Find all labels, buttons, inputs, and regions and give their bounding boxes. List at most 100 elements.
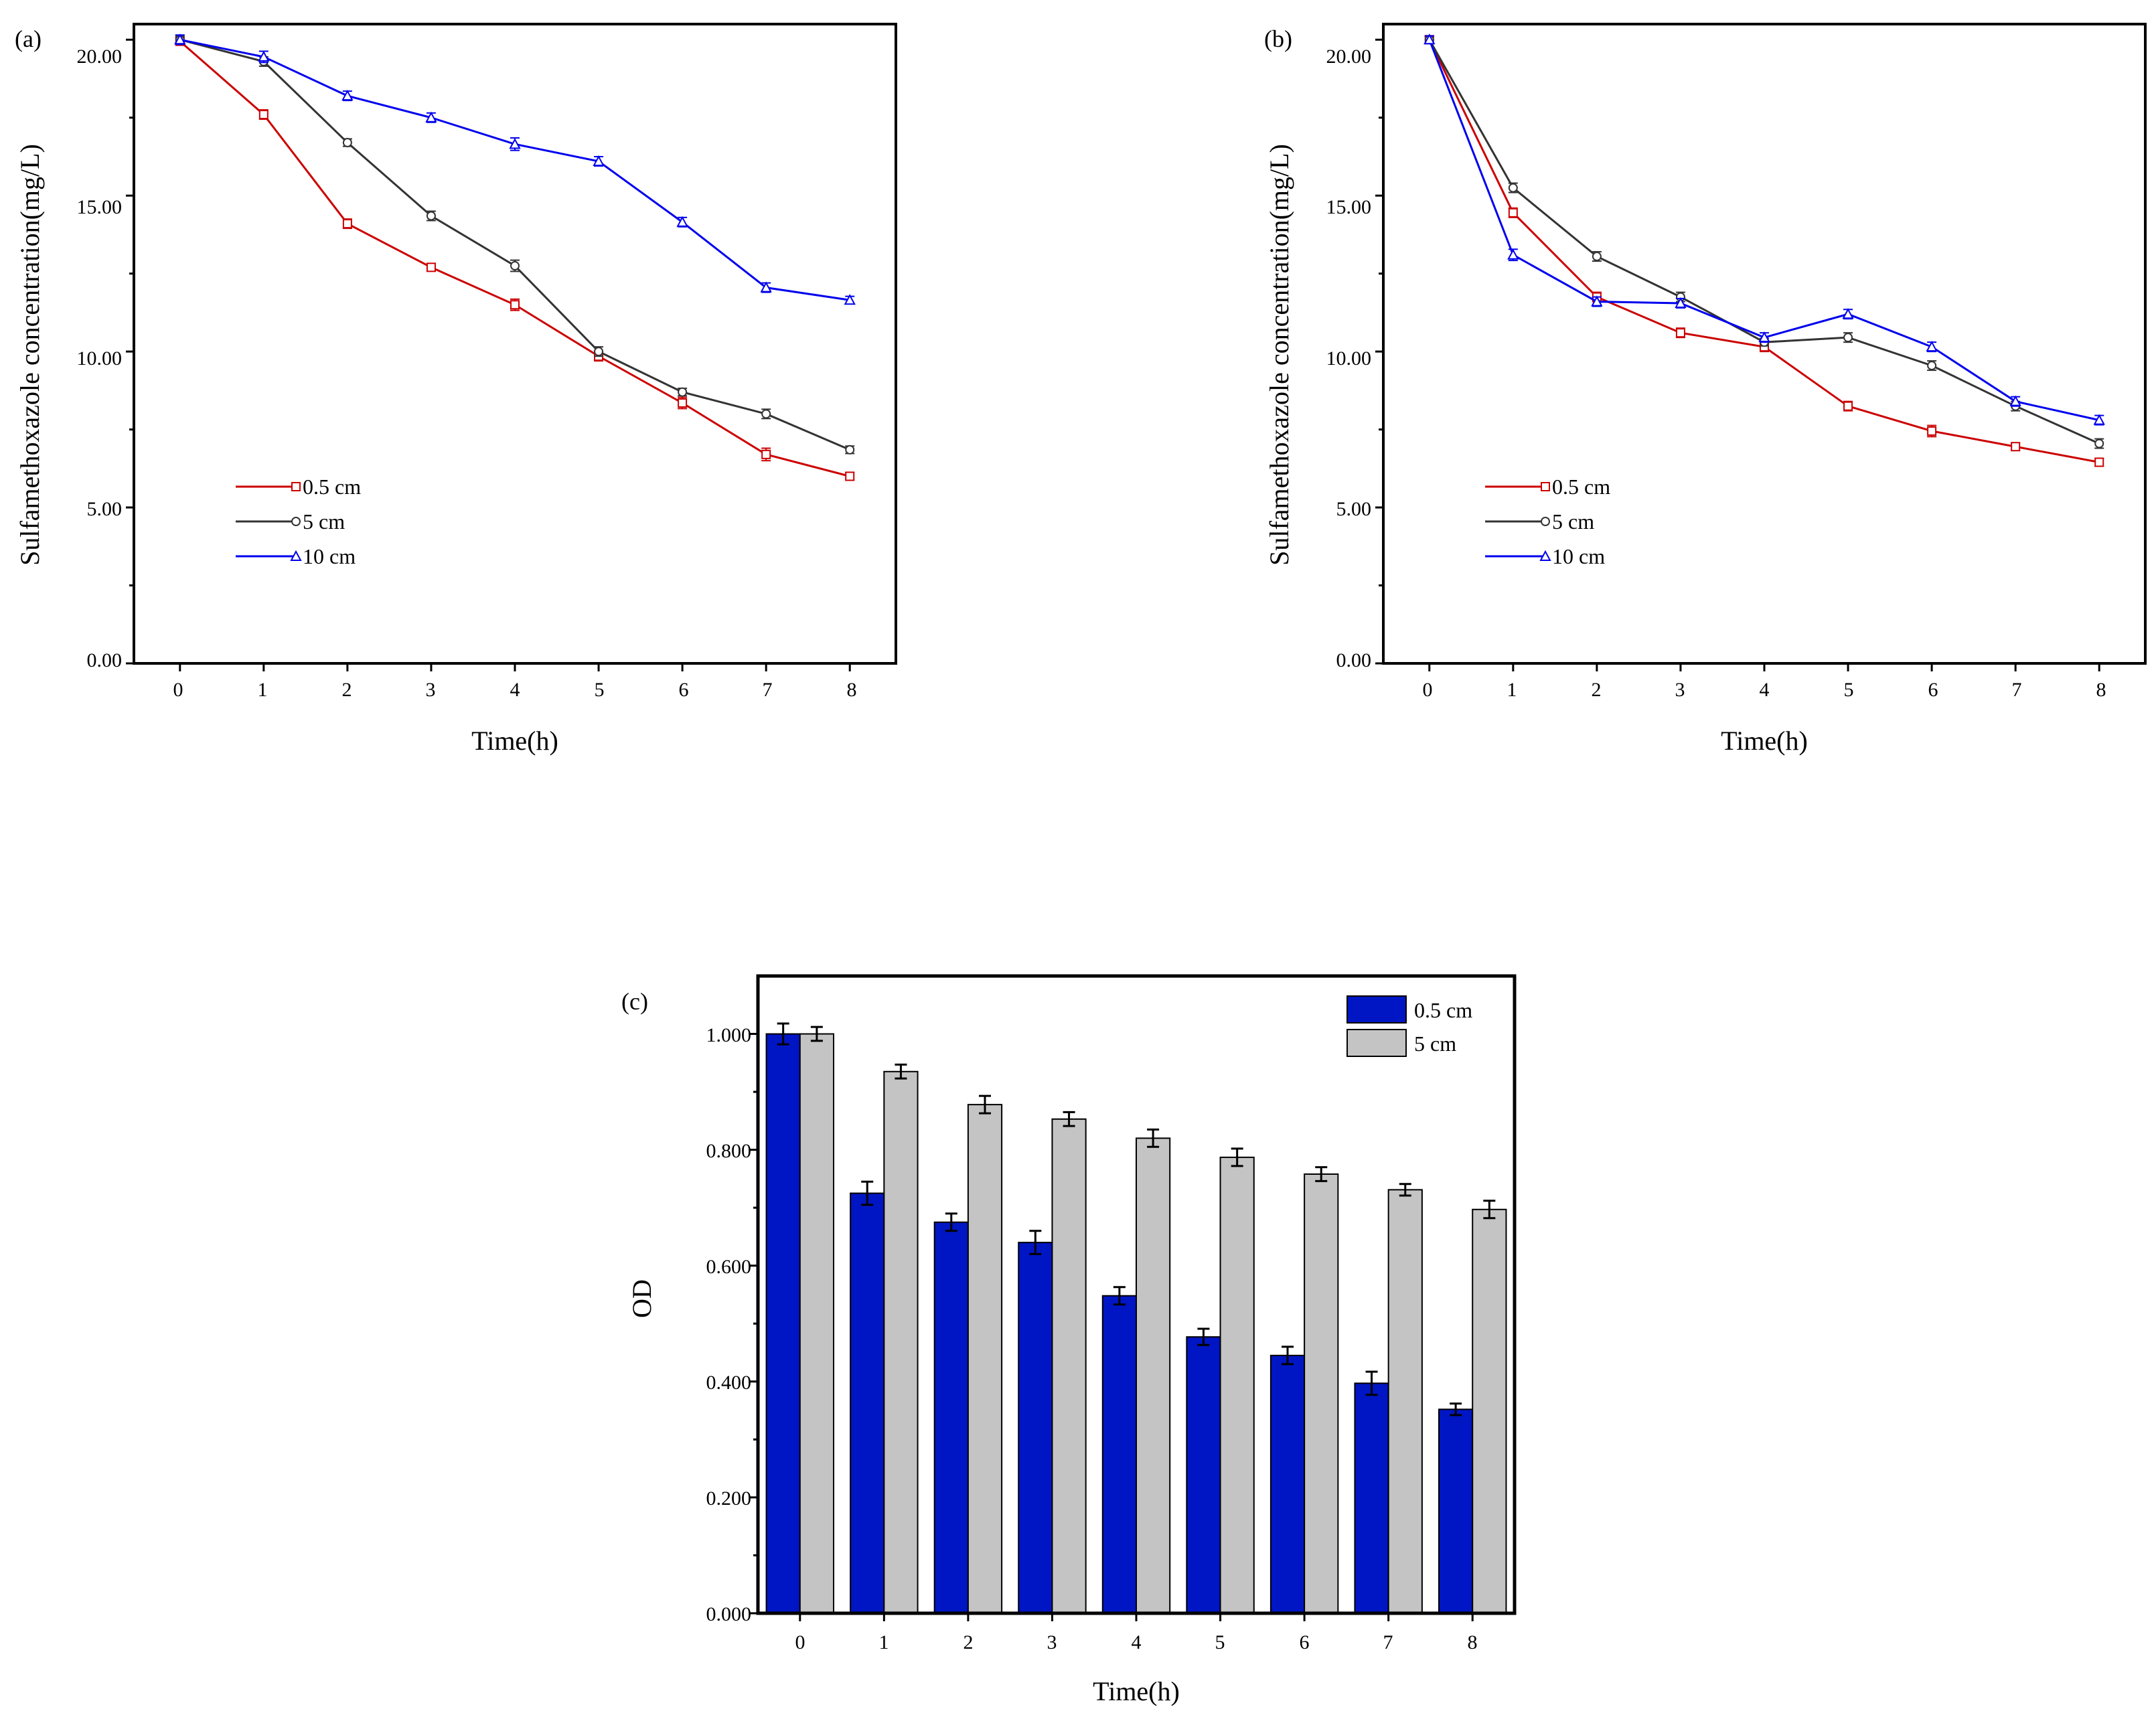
data-point-a-2-4	[509, 138, 521, 149]
data-point-a-1-2	[342, 138, 352, 148]
y-tick-labels-a: 0.00 5.00 10.00 15.00 20.00	[77, 46, 123, 671]
x-tick-label-a-3: 3	[426, 679, 436, 701]
data-point-a-2-1	[258, 50, 270, 62]
legend-sample-a-2	[236, 550, 302, 561]
bar-c-0-2	[933, 1221, 969, 1615]
error-bar-c-1-1	[895, 1063, 907, 1080]
y-tick-label-c-1: 0.200	[706, 1487, 752, 1509]
series-line-a-0	[179, 40, 850, 477]
legend-label-c-1: 5 cm	[1414, 1032, 1456, 1056]
data-point-a-2-6	[676, 216, 688, 227]
data-point-a-1-6	[678, 387, 688, 397]
error-bar-c-0-8	[1450, 1402, 1462, 1416]
chart-panel-a: (a) 0.00 5.00 10.00 15.00 20.00 0 1 2 3 …	[15, 23, 897, 756]
x-tick-label-b-4: 4	[1760, 679, 1770, 701]
y-tick-label-b-2: 10.00	[1326, 347, 1372, 370]
data-point-a-2-5	[593, 155, 605, 166]
plot-area-b	[1375, 23, 2147, 671]
data-point-a-2-0	[174, 33, 186, 45]
bar-c-1-7	[1387, 1189, 1423, 1615]
bar-c-1-5	[1219, 1156, 1255, 1615]
bar-c-1-1	[883, 1070, 919, 1615]
error-bar-c-0-2	[945, 1212, 957, 1232]
x-tick-labels-b: 0 1 2 3 4 5 6 7 8	[1423, 679, 2106, 701]
series-a-0	[175, 36, 855, 481]
series-line-a-1	[179, 38, 850, 451]
data-point-a-0-8	[845, 471, 855, 481]
series-b-0	[1424, 35, 2104, 467]
legend-label-b-0: 0.5 cm	[1552, 475, 1610, 499]
legend-label-a-2: 10 cm	[303, 544, 356, 568]
legend-sample-a-0	[236, 482, 301, 491]
data-point-a-2-8	[844, 294, 856, 305]
data-point-b-2-7	[2009, 395, 2021, 406]
x-tick-labels-a: 0 1 2 3 4 5 6 7 8	[173, 679, 857, 701]
data-point-a-1-3	[426, 211, 436, 221]
bar-c-1-0	[799, 1033, 835, 1614]
x-tick-label-c-1: 1	[879, 1631, 889, 1653]
x-tick-labels-c: 0 1 2 3 4 5 6 7 8	[795, 1631, 1478, 1653]
data-point-b-2-4	[1758, 331, 1770, 343]
y-tick-label-c-5: 1.000	[706, 1024, 752, 1046]
bar-c-0-5	[1186, 1336, 1221, 1615]
data-point-b-2-1	[1507, 248, 1519, 260]
x-tick-label-a-5: 5	[595, 679, 605, 701]
legend-marker-b-1	[1541, 517, 1550, 526]
error-bar-c-0-7	[1365, 1370, 1378, 1396]
bar-series-c-1	[799, 1026, 1507, 1615]
legend-swatch-c-0	[1346, 995, 1407, 1024]
x-tick-label-a-0: 0	[173, 679, 183, 701]
plot-area-c	[750, 974, 1517, 1621]
bar-c-1-3	[1051, 1118, 1087, 1614]
data-point-a-1-7	[761, 409, 771, 419]
data-point-b-2-6	[1926, 341, 1938, 352]
chart-panel-b: (b) 0.00 5.00 10.00 15.00 20.00 0 1 2 3 …	[1264, 23, 2147, 756]
x-axis-title-b: Time(h)	[1721, 726, 1808, 756]
bar-c-0-7	[1354, 1382, 1389, 1614]
data-point-a-0-6	[678, 398, 688, 408]
panel-label-c: (c)	[621, 988, 648, 1015]
y-tick-label-c-2: 0.400	[706, 1372, 752, 1394]
error-bar-c-0-0	[777, 1022, 789, 1046]
y-tick-label-b-1: 5.00	[1336, 498, 1372, 520]
y-axis-title-c: OD	[627, 1279, 657, 1318]
legend-c: 0.5 cm 5 cm	[1414, 998, 1472, 1056]
y-tick-label-a-4: 20.00	[77, 46, 123, 68]
x-tick-label-b-5: 5	[1844, 679, 1854, 701]
legend-marker-a-0	[291, 482, 301, 491]
legend-sample-b-2	[1485, 550, 1551, 561]
y-axis-title-a: Sulfamethoxazole concentration(mg/L)	[15, 144, 45, 566]
data-point-a-1-8	[845, 444, 855, 455]
legend-label-a-0: 0.5 cm	[303, 475, 361, 499]
legend-b: 0.5 cm 5 cm 10 cm	[1552, 475, 1610, 568]
x-tick-label-a-2: 2	[342, 679, 352, 701]
x-tick-label-a-6: 6	[679, 679, 689, 701]
bar-c-0-6	[1269, 1354, 1306, 1614]
data-point-b-1-6	[1927, 361, 1937, 371]
y-tick-label-a-0: 0.00	[87, 649, 123, 671]
data-point-b-2-8	[2093, 414, 2105, 425]
data-point-a-1-5	[594, 347, 604, 357]
legend-label-b-1: 5 cm	[1552, 509, 1594, 534]
data-point-a-1-4	[510, 261, 520, 271]
x-tick-label-a-1: 1	[258, 679, 268, 701]
axis-ticks-c	[750, 1033, 1474, 1621]
error-bar-c-0-3	[1029, 1230, 1042, 1255]
x-tick-label-b-6: 6	[1928, 679, 1938, 701]
x-axis-title-c: Time(h)	[1093, 1676, 1180, 1706]
x-tick-label-c-2: 2	[964, 1631, 974, 1653]
series-line-b-1	[1428, 39, 2100, 444]
y-tick-label-c-0: 0.000	[706, 1603, 752, 1625]
bar-c-0-3	[1018, 1242, 1053, 1615]
data-point-b-0-8	[2094, 457, 2104, 467]
x-tick-label-b-3: 3	[1675, 679, 1685, 701]
bar-c-0-1	[850, 1192, 885, 1614]
x-tick-label-b-2: 2	[1592, 679, 1602, 701]
data-point-b-1-8	[2094, 438, 2104, 448]
series-b-2	[1423, 33, 2105, 426]
bar-c-1-4	[1136, 1137, 1171, 1614]
x-tick-label-c-5: 5	[1215, 1631, 1225, 1653]
y-tick-label-c-3: 0.600	[706, 1256, 752, 1278]
data-point-a-0-1	[258, 110, 268, 120]
